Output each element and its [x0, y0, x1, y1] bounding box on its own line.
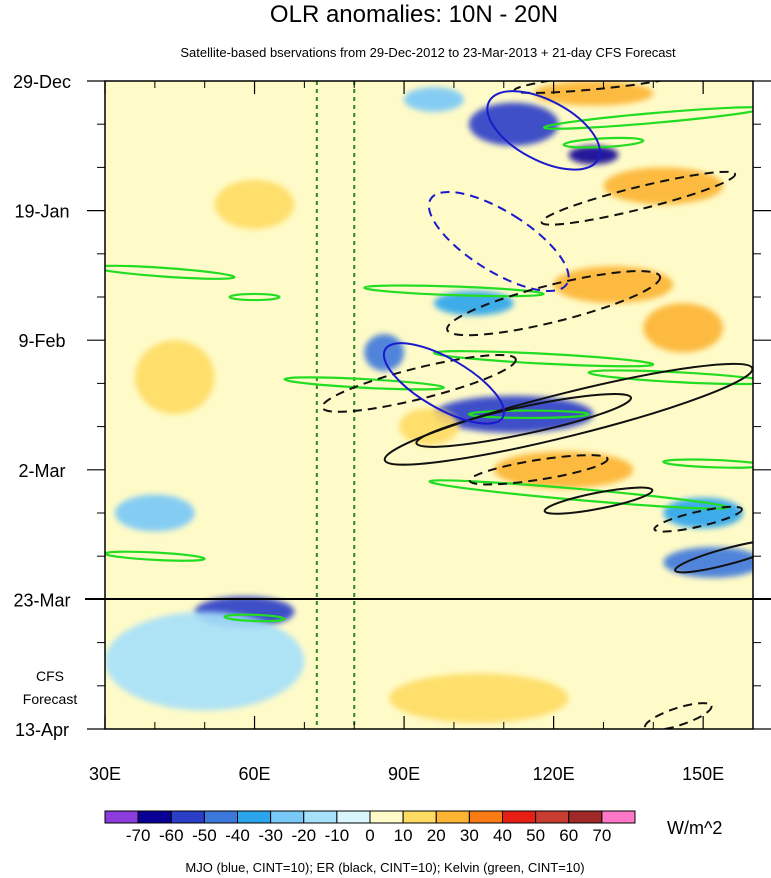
- chart-title: OLR anomalies: 10N - 20N: [270, 1, 558, 28]
- er-contour-0: [540, 170, 737, 226]
- kelvin-contour-7: [587, 369, 753, 386]
- anomaly-blob-15: [134, 340, 215, 415]
- anomaly-blob-7: [663, 546, 753, 578]
- colorbar-level-label: 40: [493, 826, 512, 845]
- x-tick-label: 30E: [89, 764, 121, 784]
- y-tick-label: 2-Mar: [18, 461, 65, 481]
- y-tick-label: 9-Feb: [18, 331, 65, 351]
- y-tick-label: 29-Dec: [13, 72, 71, 92]
- colorbar-level-label: 50: [526, 826, 545, 845]
- colorbar-level-label: 20: [427, 826, 446, 845]
- colorbar-level-label: -70: [126, 826, 151, 845]
- anomaly-blob-13: [553, 266, 674, 304]
- chart-subtitle: Satellite-based bservations from 29-Dec-…: [180, 45, 676, 60]
- plot-frame: [104, 80, 754, 730]
- kelvin-contour-4: [363, 284, 545, 298]
- anomaly-blob-19: [399, 408, 459, 446]
- anomaly-blob-2: [404, 87, 464, 112]
- er-contour-8: [653, 505, 743, 533]
- y-axis: 29-Dec 19-Jan 9-Feb 2-Mar 23-Mar 13-Apr: [13, 72, 771, 740]
- colorbar-level-label: 0: [365, 826, 374, 845]
- anomaly-blob-11: [533, 81, 654, 106]
- colorbar-swatch-8: [369, 810, 404, 824]
- mjo-contour-2: [382, 342, 506, 425]
- y-tick-label: 13-Apr: [15, 720, 69, 740]
- x-tick-label: 60E: [239, 764, 271, 784]
- colorbar-level-label: -20: [291, 826, 316, 845]
- colorbar: -70 -60 -50 -40 -30 -20 -10 0 10 20 30 40 50 60 70: [104, 810, 636, 845]
- kelvin-contour-8: [467, 409, 590, 420]
- mjo-contour-1: [427, 190, 570, 292]
- er-contour-4: [415, 393, 633, 448]
- colorbar-level-label: 60: [559, 826, 578, 845]
- wave-contours: [105, 81, 753, 729]
- x-tick-label: 150E: [682, 764, 724, 784]
- colorbar-swatch-2: [170, 810, 205, 824]
- colorbar-swatch-14: [568, 810, 603, 824]
- colorbar-level-label: -60: [159, 826, 184, 845]
- colorbar-swatch-15: [601, 810, 636, 824]
- forecast-label-line-2: Forecast: [23, 691, 78, 707]
- x-tick-label: 90E: [388, 764, 420, 784]
- contour-legend-note: MJO (blue, CINT=10); ER (black, CINT=10)…: [185, 860, 584, 875]
- anomaly-blob-16: [214, 179, 295, 230]
- y-tick-label: 19-Jan: [14, 202, 69, 222]
- colorbar-level-label: 30: [460, 826, 479, 845]
- colorbar-units: W/m^2: [667, 818, 722, 838]
- kelvin-contour-12: [223, 613, 286, 623]
- colorbar-swatch-5: [270, 810, 305, 824]
- mjo-contour-0: [486, 90, 601, 171]
- kelvin-contour-2: [105, 264, 236, 280]
- colorbar-swatch-3: [203, 810, 238, 824]
- kelvin-contour-10: [662, 458, 753, 469]
- plot-area: 30E 60E 90E 120E 150E 29-Dec 19-Jan 9-Feb 2-Mar…: [13, 72, 771, 784]
- colorbar-swatch-7: [336, 810, 371, 824]
- colorbar-level-label: 10: [394, 826, 413, 845]
- er-contour-9: [674, 539, 753, 574]
- anomaly-blob-14: [493, 451, 634, 489]
- forecast-label-line-1: CFS: [36, 668, 64, 684]
- er-contour-2: [446, 270, 662, 337]
- anomaly-blob-0: [468, 102, 559, 146]
- er-contour-7: [543, 486, 654, 515]
- colorbar-swatch-9: [402, 810, 437, 824]
- colorbar-level-label: -50: [192, 826, 217, 845]
- er-contour-3: [321, 354, 517, 413]
- kelvin-contour-5: [433, 350, 655, 368]
- x-axis: 30E 60E 90E 120E 150E: [89, 81, 724, 784]
- colorbar-level-label: -10: [325, 826, 350, 845]
- kelvin-contour-1: [562, 136, 645, 149]
- kelvin-contour-0: [542, 106, 753, 130]
- y-tick-label: 23-Mar: [13, 590, 70, 610]
- reference-longitude-lines: [315, 81, 356, 729]
- colorbar-swatch-11: [468, 810, 503, 824]
- colorbar-swatch-6: [303, 810, 338, 824]
- colorbar-level-label: 70: [592, 826, 611, 845]
- colorbar-swatch-1: [137, 810, 172, 824]
- colorbar-level-label: -30: [258, 826, 283, 845]
- anomaly-blob-17: [389, 673, 569, 723]
- colorbar-swatch-4: [237, 810, 272, 824]
- er-contour-6: [468, 454, 609, 486]
- colorbar-swatch-12: [502, 810, 537, 824]
- anomaly-blob-9: [105, 611, 305, 711]
- colorbar-level-label: -40: [225, 826, 250, 845]
- anomaly-blob-5: [433, 395, 594, 433]
- colorbar-swatch-13: [535, 810, 570, 824]
- x-tick-label: 120E: [533, 764, 575, 784]
- colorbar-swatch-0: [104, 810, 139, 824]
- anomaly-blob-10: [114, 494, 195, 532]
- anomaly-blob-18: [643, 303, 724, 353]
- kelvin-contour-6: [283, 376, 445, 391]
- kelvin-contour-3: [228, 292, 281, 302]
- anomaly-blob-1: [568, 145, 619, 165]
- colorbar-swatch-10: [435, 810, 470, 824]
